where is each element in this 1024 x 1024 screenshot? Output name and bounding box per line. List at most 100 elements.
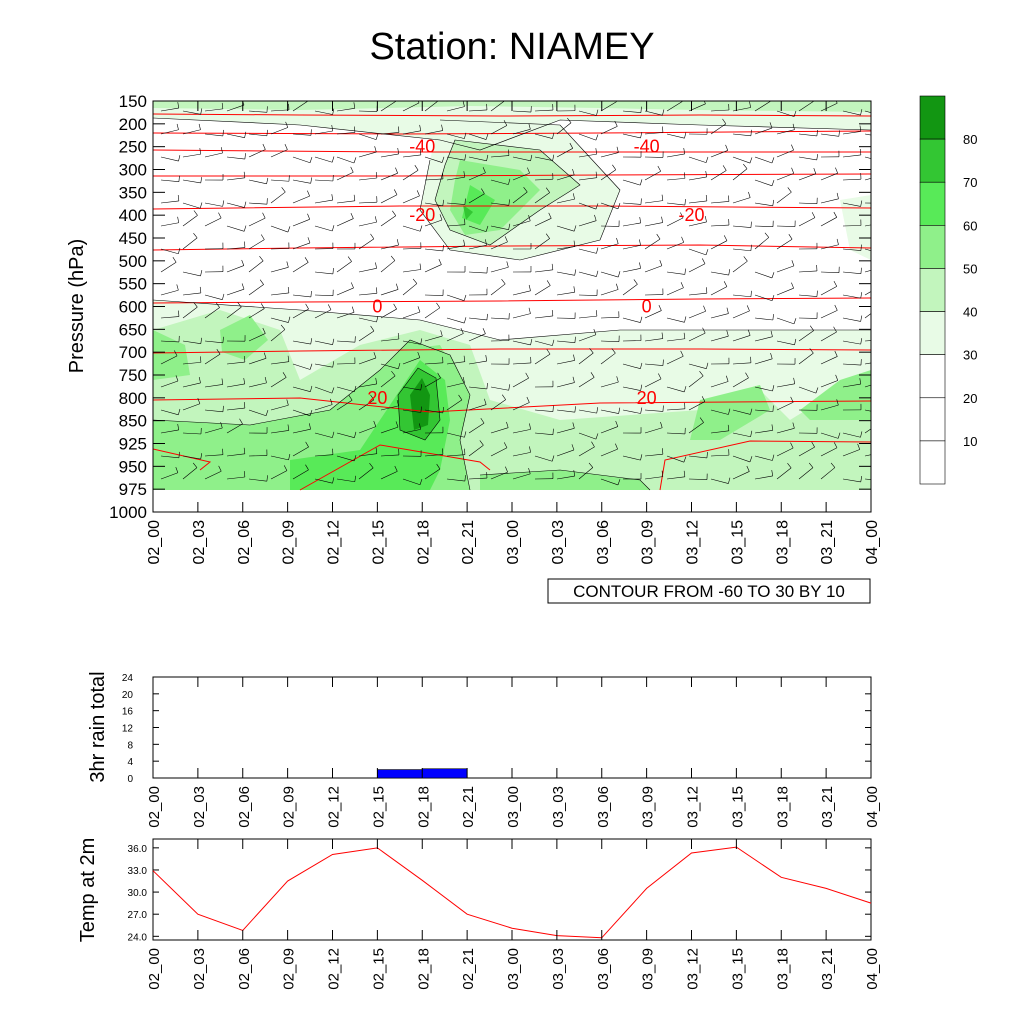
wind-barb-flag	[309, 156, 313, 163]
wind-barb	[358, 293, 377, 296]
wind-barb	[490, 155, 509, 158]
wind-barb-flag	[860, 475, 863, 482]
wind-barb	[754, 455, 773, 461]
x-tick-label: 02_12	[326, 948, 343, 990]
wind-barb	[402, 357, 420, 365]
wind-barb-flag	[794, 338, 797, 345]
wind-barb	[556, 148, 573, 158]
temperature-contour-label: -20	[678, 205, 704, 225]
wind-barb	[688, 363, 707, 369]
wind-barb	[842, 110, 861, 116]
wind-barb-flag	[876, 418, 879, 423]
wind-barb	[380, 454, 399, 457]
wind-barb-flag	[501, 279, 506, 285]
wind-barb	[666, 271, 685, 275]
wind-barb-flag	[237, 302, 242, 308]
x-tick-label: 03_18	[774, 786, 791, 828]
wind-barb-flag	[396, 399, 399, 406]
colorbar-bin	[919, 268, 946, 312]
wind-barb	[358, 151, 377, 158]
wind-barb-flag	[221, 378, 224, 385]
wind-barb-flag	[243, 377, 246, 385]
wind-barb-flag	[680, 212, 684, 219]
wind-barb-flag	[746, 465, 750, 472]
temperature-contour-labels: -40 -40 -20 -20 0 0 20 20	[367, 137, 704, 408]
wind-barb-flag	[486, 382, 488, 389]
colorbar-bin	[919, 225, 946, 269]
wind-barb	[798, 446, 815, 457]
temp-y-label: 33.0	[128, 866, 148, 877]
wind-barb	[446, 202, 465, 205]
wind-barb	[820, 432, 839, 439]
wind-barb	[402, 478, 421, 486]
wind-barb	[534, 353, 551, 365]
wind-barb	[666, 408, 685, 411]
wind-barb-flag	[791, 167, 795, 174]
wind-barb	[160, 179, 179, 182]
wind-barb	[446, 245, 465, 250]
wind-barb-flag	[414, 165, 419, 171]
wind-barb	[820, 244, 839, 250]
temp-y-label: 24.0	[128, 932, 148, 943]
wind-barb	[512, 156, 531, 162]
wind-barb	[402, 225, 421, 232]
wind-barb	[600, 289, 619, 296]
rain-y-ticks: 0 4 8 12 16 20 24	[122, 673, 871, 785]
wind-barb-flag	[200, 337, 202, 344]
wind-barb-flag	[241, 259, 245, 266]
temperature-contour-label: -40	[409, 137, 435, 157]
wind-barb	[160, 455, 179, 459]
wind-barb-flag	[458, 394, 463, 401]
colorbar-label: 50	[963, 261, 977, 276]
wind-barb	[424, 409, 443, 414]
wind-barb-flag	[440, 330, 443, 337]
wind-barb-flag	[175, 467, 179, 473]
wind-barb-flag	[506, 261, 509, 268]
wind-barb	[644, 132, 663, 135]
wind-barb-flag	[287, 355, 290, 362]
wind-barb	[534, 455, 553, 462]
wind-barb-flag	[222, 129, 224, 136]
wind-barb	[160, 409, 179, 416]
x-tick-label: 03_09	[640, 948, 657, 990]
wind-barb-flag	[574, 336, 576, 343]
colorbar-bin	[919, 397, 946, 442]
wind-barb-flag	[684, 199, 686, 206]
wind-barb-flag	[395, 283, 399, 290]
wind-barb-flag	[309, 410, 313, 416]
wind-barb-flag	[262, 212, 266, 219]
x-tick-label: 04_00	[864, 520, 881, 565]
x-tick-label: 02_06	[236, 520, 253, 565]
wind-barb	[512, 340, 531, 346]
wind-barb-flag	[262, 143, 266, 150]
wind-barb	[578, 153, 597, 158]
wind-barb	[512, 402, 530, 411]
wind-barb-flag	[640, 454, 643, 461]
wind-barb	[182, 237, 198, 250]
wind-barb-flag	[177, 102, 180, 109]
wind-barb	[754, 409, 773, 412]
wind-barb	[248, 284, 264, 296]
wind-barb	[468, 333, 486, 342]
wind-barb	[380, 244, 399, 250]
wind-barb-flag	[263, 352, 267, 359]
rain-axis-label: 3hr rain total	[87, 671, 109, 782]
wind-barb	[292, 409, 311, 417]
wind-barb	[402, 195, 420, 204]
wind-barb-flag	[330, 398, 333, 405]
wind-barb	[820, 217, 837, 227]
wind-barb-flag	[551, 455, 555, 462]
wind-barb-flag	[680, 282, 684, 288]
wind-barb	[424, 178, 443, 181]
temperature-contour-label: 0	[372, 297, 382, 317]
wind-barb-flag	[595, 134, 599, 141]
wind-barb	[160, 200, 179, 204]
wind-barb-flag	[657, 165, 662, 172]
wind-barb	[270, 361, 289, 365]
wind-barb-flag	[771, 470, 774, 477]
rain-y-label: 8	[127, 740, 133, 751]
wind-barb-flag	[327, 304, 332, 310]
wind-barb	[314, 199, 333, 204]
wind-barb	[292, 294, 311, 298]
wind-barb-flag	[288, 316, 291, 323]
